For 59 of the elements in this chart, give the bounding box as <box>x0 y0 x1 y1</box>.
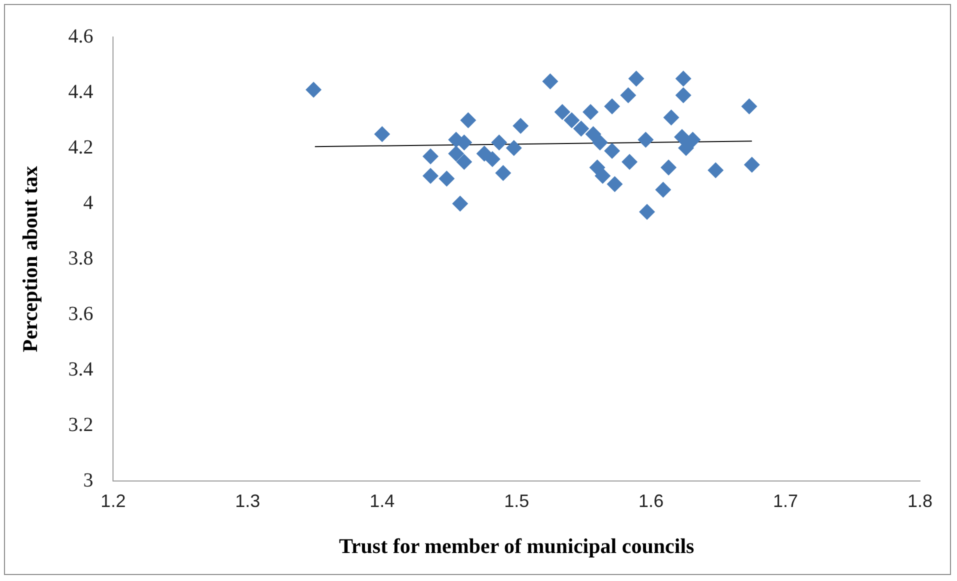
point <box>675 70 692 87</box>
point <box>638 132 654 148</box>
x-tick-label: 1.3 <box>235 490 260 511</box>
point <box>484 151 500 168</box>
point <box>708 162 724 178</box>
point <box>564 112 580 128</box>
point <box>684 132 701 148</box>
point <box>495 165 512 182</box>
y-tick-label: 3.2 <box>68 414 94 436</box>
point <box>542 73 558 90</box>
point <box>744 156 760 173</box>
y-tick-label: 3.4 <box>68 358 94 380</box>
point <box>678 140 694 156</box>
point <box>422 148 439 164</box>
point <box>506 140 522 156</box>
y-tick-label: 3.8 <box>68 247 94 270</box>
point <box>660 159 677 176</box>
point <box>422 168 439 184</box>
x-tick-label: 1.7 <box>773 490 798 511</box>
point <box>573 120 590 137</box>
point <box>674 128 690 145</box>
point <box>491 134 508 150</box>
point <box>456 154 472 170</box>
x-tick-label: 1.5 <box>504 490 530 511</box>
x-tick-label: 1.6 <box>638 490 664 511</box>
y-axis-title: Perception about tax <box>18 165 42 352</box>
point <box>594 168 611 184</box>
y-tick-label: 3.6 <box>68 302 94 325</box>
y-tick-label: 3 <box>83 469 94 492</box>
y-tick-label: 4.2 <box>68 136 94 158</box>
point <box>585 126 602 142</box>
point <box>675 87 692 104</box>
point <box>639 204 656 220</box>
point <box>438 170 455 187</box>
point <box>512 118 529 134</box>
point <box>663 110 680 126</box>
point <box>592 134 608 150</box>
point <box>622 154 638 170</box>
y-tick-label: 4.6 <box>68 25 94 48</box>
point <box>448 146 464 162</box>
point <box>620 87 636 104</box>
x-tick-label: 1.8 <box>907 490 933 511</box>
x-axis-title: Trust for member of municipal councils <box>338 534 694 558</box>
point <box>452 196 468 212</box>
point <box>582 104 599 120</box>
point <box>604 98 620 114</box>
point <box>554 104 570 120</box>
point <box>460 112 476 128</box>
point <box>741 98 758 114</box>
point <box>655 182 672 198</box>
y-tick-label: 4.4 <box>68 80 94 103</box>
point <box>604 142 620 159</box>
point <box>374 126 390 142</box>
point <box>628 70 644 87</box>
x-tick-label: 1.4 <box>370 490 395 511</box>
x-tick-label: 1.2 <box>100 490 126 511</box>
point <box>606 176 623 192</box>
point <box>306 82 322 98</box>
y-tick-label: 4 <box>83 192 94 214</box>
